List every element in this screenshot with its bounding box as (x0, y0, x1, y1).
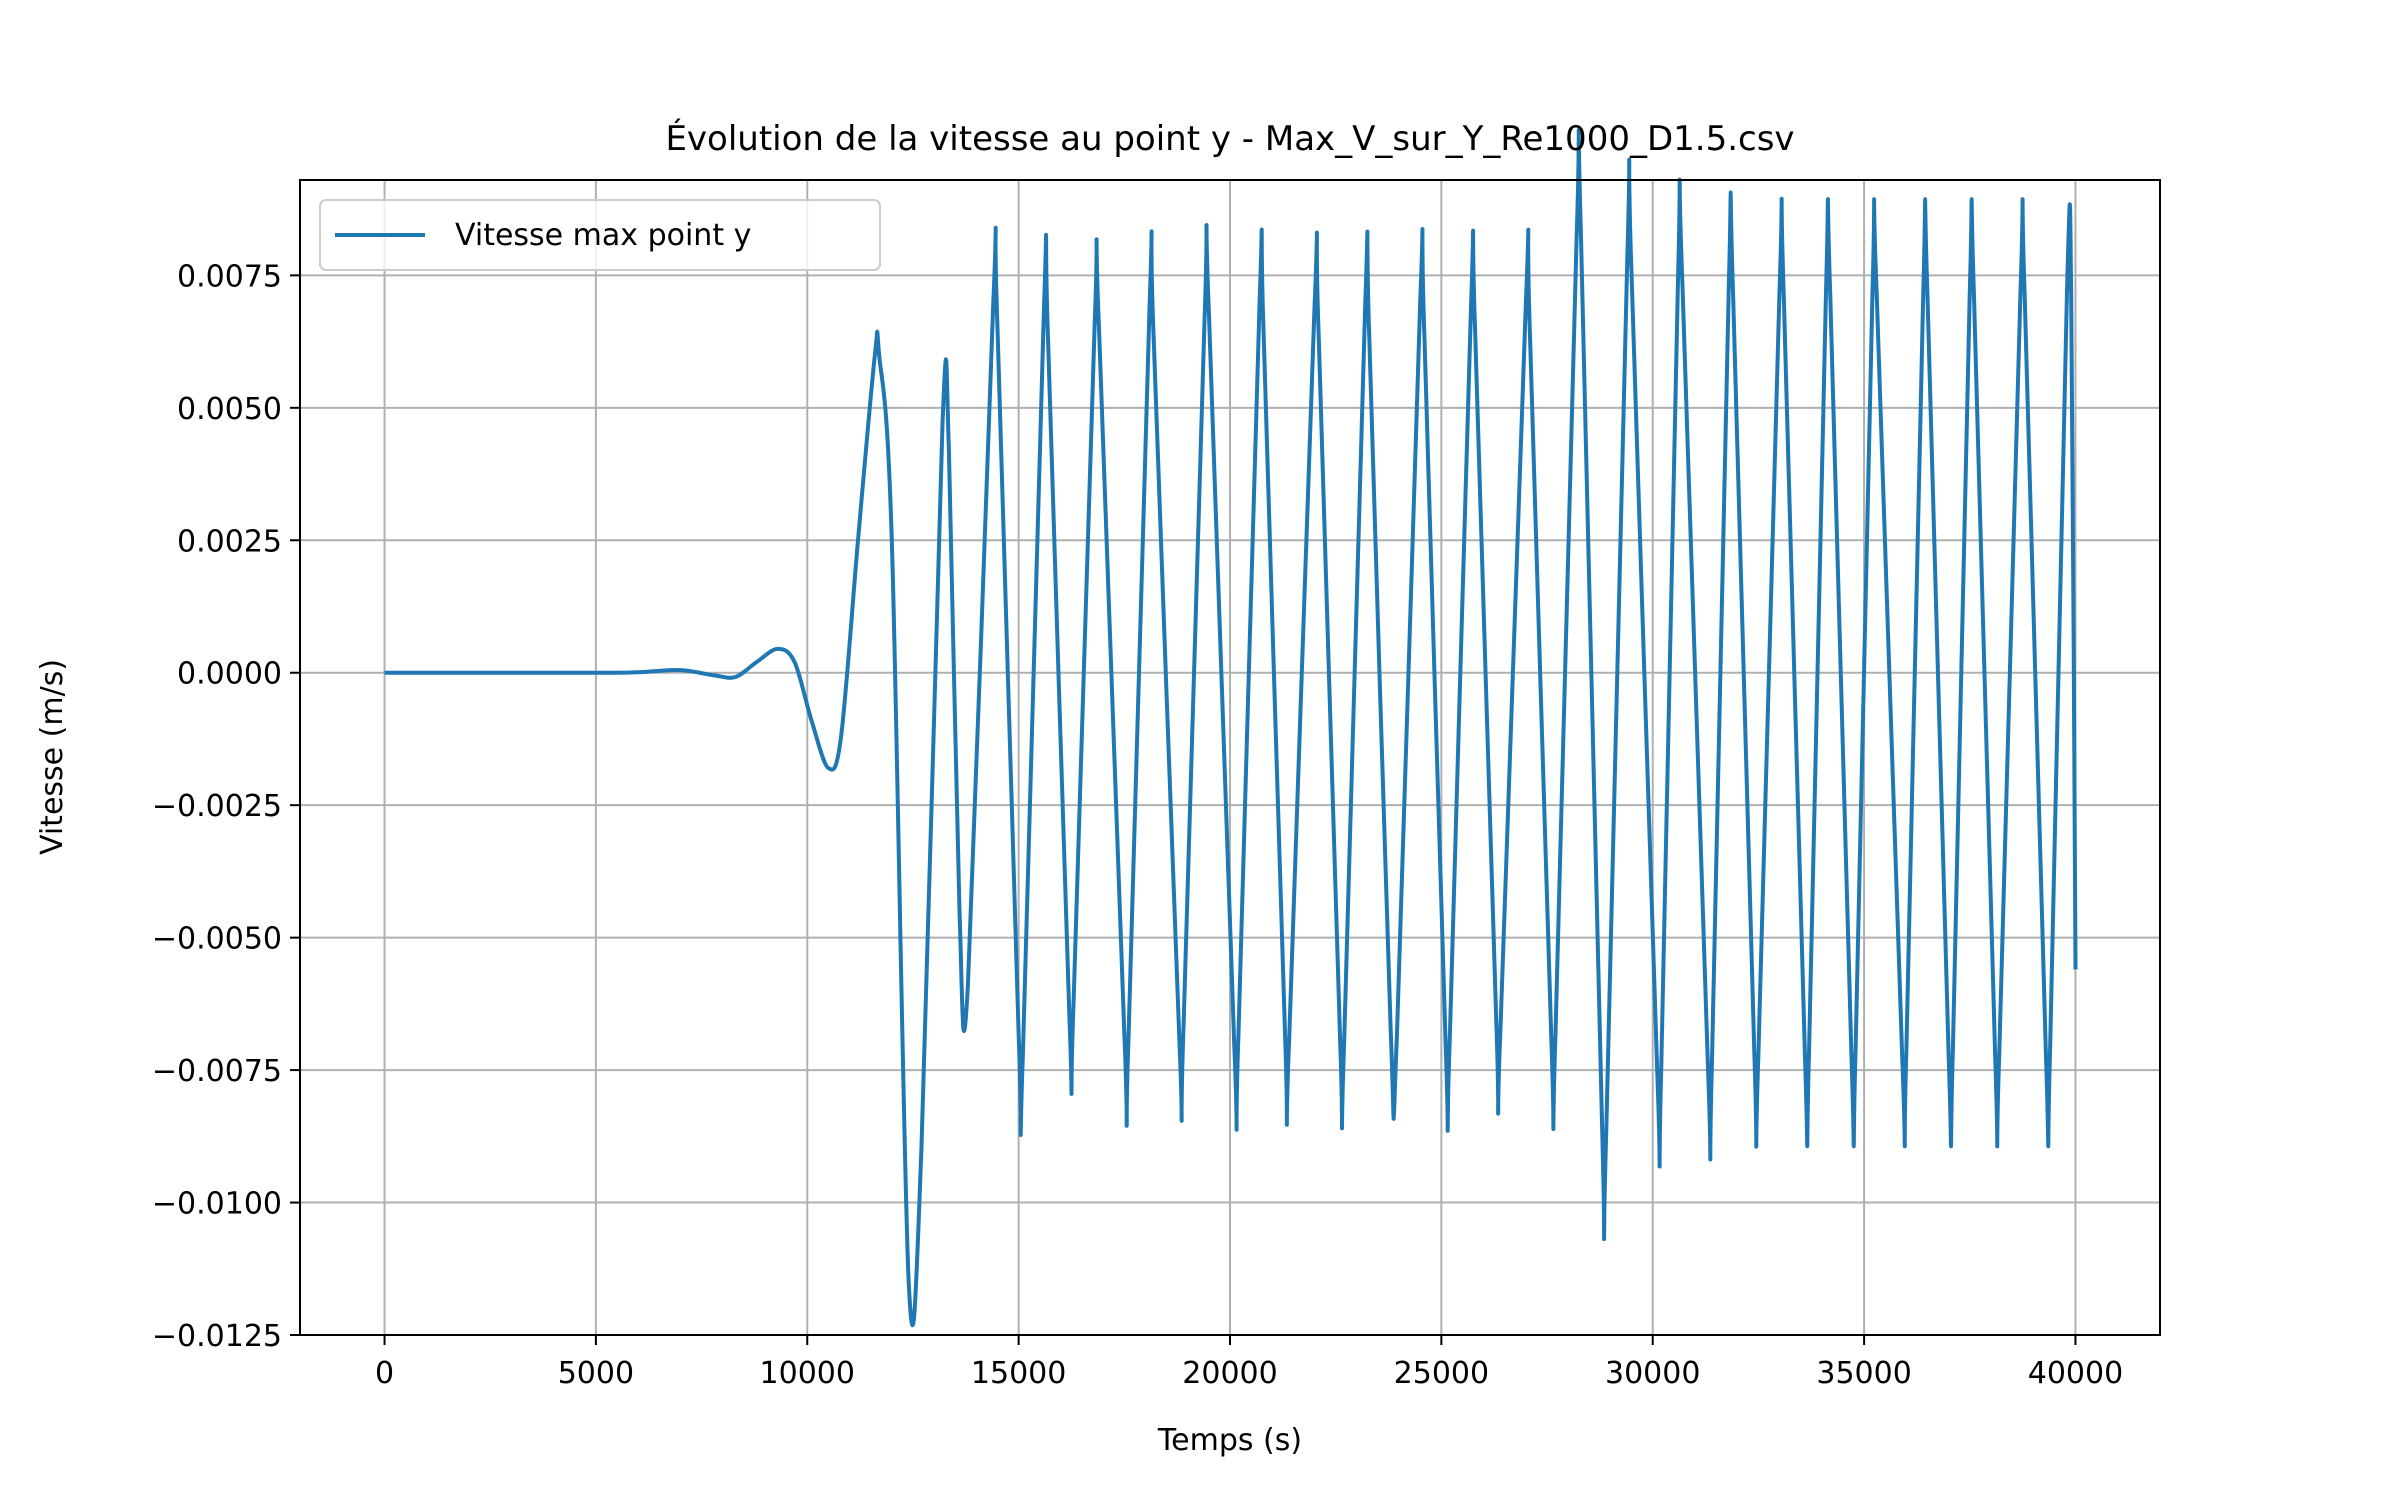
legend-box (319, 199, 881, 271)
legend: Vitesse max point y (319, 199, 881, 271)
y-tick-label: −0.0025 (152, 789, 282, 824)
y-tick-label: −0.0050 (152, 922, 282, 957)
y-tick-label: −0.0100 (152, 1187, 282, 1222)
y-tick-label: 0.0025 (177, 524, 282, 559)
x-tick-label: 10000 (760, 1356, 855, 1391)
series-line-0 (384, 128, 2078, 1328)
legend-label: Vitesse max point y (455, 218, 751, 253)
x-tick-label: 5000 (558, 1356, 634, 1391)
x-tick-label: 20000 (1182, 1356, 1277, 1391)
y-tick-label: −0.0125 (152, 1319, 282, 1354)
y-tick-label: 0.0050 (177, 392, 282, 427)
x-tick-label: 25000 (1394, 1356, 1489, 1391)
x-tick-label: 40000 (2028, 1356, 2123, 1391)
x-tick-label: 30000 (1605, 1356, 1700, 1391)
x-axis-label: Temps (s) (1157, 1423, 1302, 1458)
chart-title: Évolution de la vitesse au point y - Max… (665, 118, 1794, 159)
y-axis-label: Vitesse (m/s) (35, 659, 70, 855)
x-tick-label: 15000 (971, 1356, 1066, 1391)
y-tick-label: 0.0075 (177, 259, 282, 294)
y-tick-label: 0.0000 (177, 657, 282, 692)
y-tick-label: −0.0075 (152, 1054, 282, 1089)
x-tick-label: 0 (375, 1356, 394, 1391)
series-layer (384, 128, 2078, 1328)
ticks: 0 5000 10000 15000 20000 25000 30000 35000 40000… (152, 259, 2123, 1391)
x-tick-label: 35000 (1816, 1356, 1911, 1391)
